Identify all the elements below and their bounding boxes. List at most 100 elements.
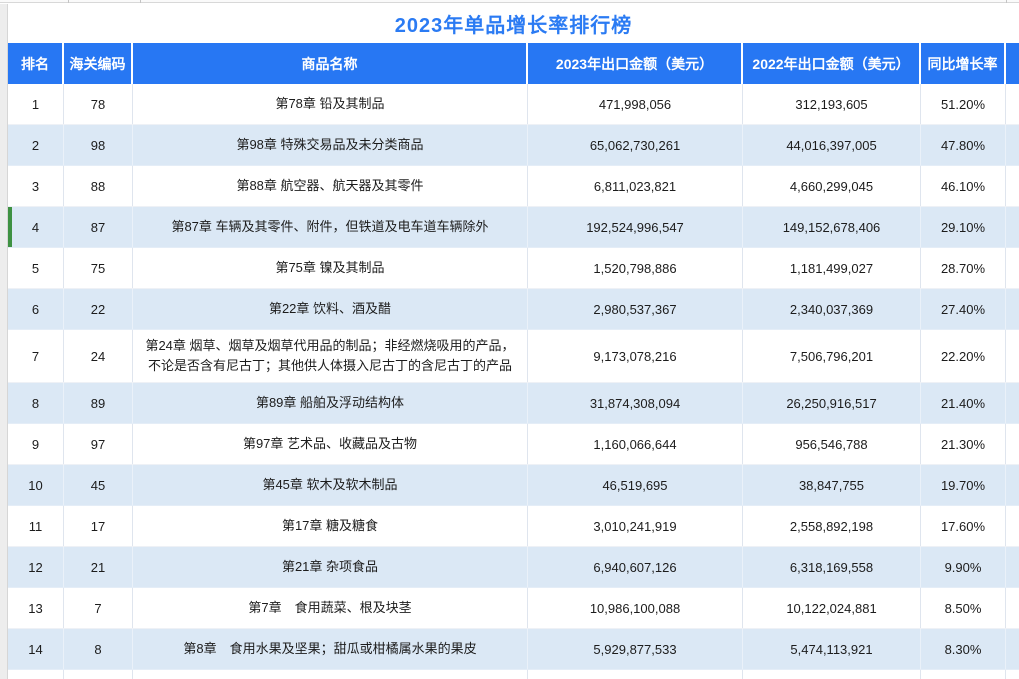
cell-export-2023[interactable]: 2,980,537,367 (528, 289, 743, 329)
table-row: 12 21 第21章 杂项食品 6,940,607,126 6,318,169,… (8, 547, 1019, 588)
cell-customs-code[interactable]: 8 (64, 629, 133, 669)
header-customs-code[interactable]: 海关编码 (64, 43, 133, 84)
cell-export-2022[interactable]: 7,506,796,201 (743, 330, 921, 382)
cell-export-2023[interactable]: 192,524,996,547 (528, 207, 743, 247)
cell-growth-rate[interactable]: 47.80% (921, 125, 1006, 165)
cell-export-2023[interactable]: 3,010,241,919 (528, 506, 743, 546)
cell-rank[interactable]: 6 (8, 289, 64, 329)
cell-growth-rate[interactable]: 9.90% (921, 547, 1006, 587)
cell-growth-rate[interactable]: 17.60% (921, 506, 1006, 546)
cell-growth-rate[interactable]: 21.40% (921, 383, 1006, 423)
cell-product-name[interactable]: 第45章 软木及软木制品 (133, 465, 528, 505)
cell-rank[interactable]: 5 (8, 248, 64, 288)
cell-customs-code[interactable]: 97 (64, 424, 133, 464)
cell-product-name[interactable]: 第22章 饮料、酒及醋 (133, 289, 528, 329)
cell-rank[interactable]: 1 (8, 84, 64, 124)
cell-product-name[interactable]: 第24章 烟草、烟草及烟草代用品的制品；非经燃烧吸用的产品，不论是否含有尼古丁；… (133, 330, 528, 382)
cell-growth-rate[interactable]: 46.10% (921, 166, 1006, 206)
cell-customs-code[interactable]: 98 (64, 125, 133, 165)
cell-export-2022[interactable]: 38,847,755 (743, 465, 921, 505)
cell-rank[interactable]: 3 (8, 166, 64, 206)
ranking-table: 2023年单品增长率排行榜 排名 海关编码 商品名称 2023年出口金额（美元）… (8, 4, 1019, 679)
cell-product-name[interactable]: 第97章 艺术品、收藏品及古物 (133, 424, 528, 464)
cell-rank[interactable]: 7 (8, 330, 64, 382)
cell-product-name[interactable]: 第75章 镍及其制品 (133, 248, 528, 288)
header-growth-rate[interactable]: 同比增长率 (921, 43, 1006, 84)
cell-export-2023[interactable]: 5,929,877,533 (528, 629, 743, 669)
cell-export-2022[interactable]: 312,193,605 (743, 84, 921, 124)
cell-growth-rate[interactable]: 21.30% (921, 424, 1006, 464)
cell-customs-code[interactable]: 22 (64, 289, 133, 329)
cell-partial-column (1006, 207, 1019, 247)
table-row: 3 88 第88章 航空器、航天器及其零件 6,811,023,821 4,66… (8, 166, 1019, 207)
cell-export-2022[interactable]: 1,181,499,027 (743, 248, 921, 288)
cell-export-2023[interactable]: 471,998,056 (528, 84, 743, 124)
cell-product-name[interactable]: 第21章 杂项食品 (133, 547, 528, 587)
cell-partial-column (1006, 506, 1019, 546)
cell-product-name[interactable]: 第88章 航空器、航天器及其零件 (133, 166, 528, 206)
cell-export-2023[interactable]: 6,940,607,126 (528, 547, 743, 587)
cell-customs-code[interactable]: 87 (64, 207, 133, 247)
header-export-2023[interactable]: 2023年出口金额（美元） (528, 43, 743, 84)
cell-rank[interactable]: 10 (8, 465, 64, 505)
cell-export-2023[interactable]: 1,160,066,644 (528, 424, 743, 464)
cell-growth-rate[interactable]: 29.10% (921, 207, 1006, 247)
cell-export-2023[interactable]: 10,986,100,088 (528, 588, 743, 628)
cell-customs-code[interactable]: 21 (64, 547, 133, 587)
cell-export-2023[interactable]: 9,173,078,216 (528, 330, 743, 382)
cell-export-2023[interactable]: 6,811,023,821 (528, 166, 743, 206)
cell-product-name[interactable]: 第98章 特殊交易品及未分类商品 (133, 125, 528, 165)
header-rank[interactable]: 排名 (8, 43, 64, 84)
cell-product-name[interactable]: 第87章 车辆及其零件、附件，但铁道及电车道车辆除外 (133, 207, 528, 247)
cell-export-2022[interactable]: 5,474,113,921 (743, 629, 921, 669)
cell-rank[interactable]: 8 (8, 383, 64, 423)
cell-export-2022[interactable]: 6,318,169,558 (743, 547, 921, 587)
cell-export-2022[interactable]: 10,122,024,881 (743, 588, 921, 628)
cell-growth-rate[interactable]: 8.50% (921, 588, 1006, 628)
cell-growth-rate[interactable]: 22.20% (921, 330, 1006, 382)
cell-export-2022[interactable]: 4,660,299,045 (743, 166, 921, 206)
cell-export-2022[interactable]: 956,546,788 (743, 424, 921, 464)
cell-customs-code[interactable]: 45 (64, 465, 133, 505)
header-product-name[interactable]: 商品名称 (133, 43, 528, 84)
cell-export-2023[interactable]: 1,520,798,886 (528, 248, 743, 288)
cell-customs-code[interactable]: 75 (64, 248, 133, 288)
cell-rank[interactable]: 9 (8, 424, 64, 464)
cell-product-name[interactable]: 第17章 糖及糖食 (133, 506, 528, 546)
cell-growth-rate[interactable]: 8.30% (921, 629, 1006, 669)
cell-export-2023[interactable]: 65,062,730,261 (528, 125, 743, 165)
cell-rank[interactable]: 4 (8, 207, 64, 247)
cell-rank[interactable]: 12 (8, 547, 64, 587)
cell-rank[interactable]: 14 (8, 629, 64, 669)
cell-partial-column (1006, 670, 1019, 679)
cell-product-name[interactable]: 第8章 食用水果及坚果；甜瓜或柑橘属水果的果皮 (133, 629, 528, 669)
cell-rank[interactable]: 11 (8, 506, 64, 546)
cell-export-2022[interactable]: 44,016,397,005 (743, 125, 921, 165)
cell-growth-rate[interactable]: 28.70% (921, 248, 1006, 288)
cell-growth-rate[interactable]: 27.40% (921, 289, 1006, 329)
table-row: 1 78 第78章 铅及其制品 471,998,056 312,193,605 … (8, 84, 1019, 125)
cell-product-name[interactable]: 第78章 铅及其制品 (133, 84, 528, 124)
cell-growth-rate[interactable]: 19.70% (921, 465, 1006, 505)
cell-rank[interactable]: 13 (8, 588, 64, 628)
cell-partial-column (1006, 125, 1019, 165)
cell-customs-code[interactable]: 17 (64, 506, 133, 546)
cell-customs-code[interactable]: 88 (64, 166, 133, 206)
cell-product-name[interactable]: 第89章 船舶及浮动结构体 (133, 383, 528, 423)
cell-export-2023[interactable]: 31,874,308,094 (528, 383, 743, 423)
cell-customs-code[interactable]: 89 (64, 383, 133, 423)
cell-growth-rate[interactable]: 51.20% (921, 84, 1006, 124)
cell-export-2022[interactable]: 26,250,916,517 (743, 383, 921, 423)
cell-export-2022[interactable]: 2,558,892,198 (743, 506, 921, 546)
cell-product-name[interactable]: 第7章 食用蔬菜、根及块茎 (133, 588, 528, 628)
cell-partial-column (1006, 465, 1019, 505)
cell-export-2023[interactable]: 46,519,695 (528, 465, 743, 505)
cell-rank[interactable]: 2 (8, 125, 64, 165)
cell-export-2022[interactable]: 149,152,678,406 (743, 207, 921, 247)
cell-customs-code[interactable]: 78 (64, 84, 133, 124)
cell-export-2022[interactable]: 2,340,037,369 (743, 289, 921, 329)
cell-customs-code[interactable]: 24 (64, 330, 133, 382)
row-selection-marker (8, 207, 12, 247)
cell-customs-code[interactable]: 7 (64, 588, 133, 628)
header-export-2022[interactable]: 2022年出口金额（美元） (743, 43, 921, 84)
